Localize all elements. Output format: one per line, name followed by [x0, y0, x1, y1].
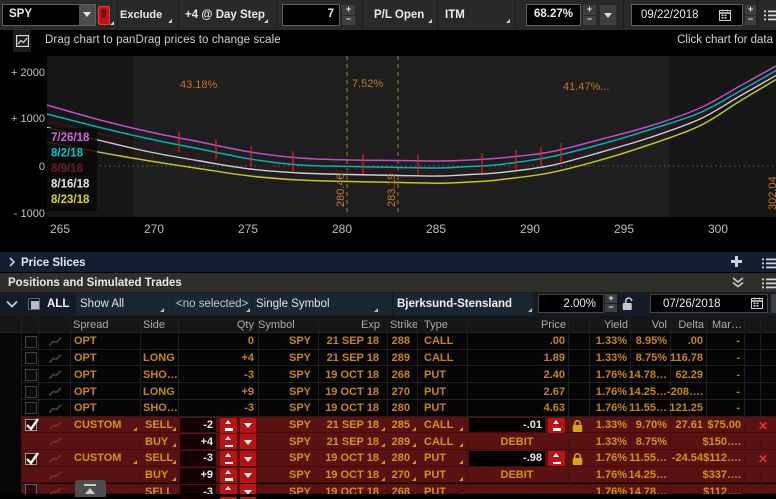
svg-text:7/26/18: 7/26/18: [51, 132, 90, 144]
svg-text:265: 265: [50, 222, 70, 236]
svg-text:0: 0: [39, 161, 45, 173]
svg-text:+ 2000: + 2000: [11, 67, 45, 79]
svg-text:300: 300: [708, 222, 728, 236]
svg-text:270: 270: [144, 222, 164, 236]
svg-text:302.04: 302.04: [767, 176, 776, 210]
svg-text:8/23/18: 8/23/18: [51, 194, 90, 206]
svg-text:285: 285: [426, 222, 446, 236]
svg-text:8/9/18: 8/9/18: [51, 163, 84, 175]
svg-text:280.46: 280.46: [335, 173, 347, 207]
svg-text:7.52%: 7.52%: [352, 78, 383, 90]
svg-text:43.18%: 43.18%: [180, 79, 218, 91]
svg-text:295: 295: [614, 222, 634, 236]
svg-text:275: 275: [238, 222, 258, 236]
svg-text:8/16/18: 8/16/18: [51, 179, 90, 191]
svg-text:8/2/18: 8/2/18: [51, 148, 84, 160]
svg-text:280: 280: [332, 222, 352, 236]
svg-text:290: 290: [520, 222, 540, 236]
svg-text:+ 1000: + 1000: [11, 113, 45, 125]
svg-text:41.47%...: 41.47%...: [563, 81, 609, 93]
svg-text:283.19: 283.19: [386, 173, 398, 207]
svg-text:- 1000: - 1000: [14, 208, 45, 220]
